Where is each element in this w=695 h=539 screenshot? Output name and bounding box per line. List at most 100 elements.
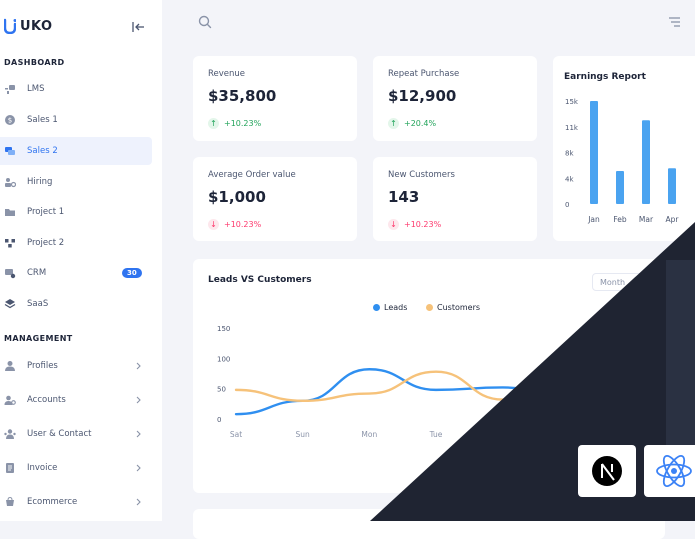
- x-tick-label: Tue: [429, 430, 443, 439]
- layers-icon: [4, 299, 16, 309]
- sidebar-item-project-1[interactable]: Project 1: [0, 198, 152, 226]
- bar[interactable]: [668, 168, 676, 204]
- person-icon: [5, 361, 15, 371]
- arrow-down-icon: ↓: [388, 219, 399, 230]
- svg-text:$: $: [8, 117, 12, 125]
- stat-change-value: +10.23%: [224, 119, 262, 128]
- chevron-right-icon: [136, 498, 141, 506]
- sidebar-item-label: SaaS: [27, 299, 49, 309]
- stat-value: $12,900: [388, 87, 457, 105]
- y-tick-label: 50: [217, 386, 226, 394]
- sidebar-item-saas[interactable]: SaaS: [0, 290, 152, 318]
- stat-title: Average Order value: [208, 170, 296, 180]
- crm-icon: [5, 269, 16, 279]
- accounts-icon: [4, 395, 16, 405]
- stat-title: Repeat Purchase: [388, 69, 460, 79]
- sidebar-item-project-2[interactable]: Project 2: [0, 229, 152, 257]
- collapse-sidebar-icon[interactable]: [130, 19, 146, 35]
- sidebar-item-sales-2[interactable]: Sales 2: [0, 137, 152, 165]
- stat-change: ↓ +10.23%: [208, 219, 261, 230]
- sidebar-item-label: Invoice: [27, 463, 58, 473]
- react-logo-tile: [644, 445, 695, 497]
- contact-icon: [4, 429, 16, 439]
- sidebar-item-lms[interactable]: LMS: [0, 75, 152, 103]
- logo[interactable]: UKO: [4, 18, 53, 34]
- earnings-report-card: Earnings Report 15k 11k 8k 4k 0 Jan Feb Mar Apr: [553, 56, 695, 241]
- y-tick-label: 0: [565, 201, 569, 209]
- arrow-up-icon: ↑: [208, 118, 219, 129]
- y-tick-label: 150: [217, 325, 230, 333]
- stat-change: ↑ +20.4%: [388, 118, 436, 129]
- chevron-right-icon: [136, 464, 141, 472]
- hiring-icon: [5, 178, 16, 188]
- sidebar-item-label: User & Contact: [27, 429, 92, 439]
- stat-change: ↑ +10.23%: [208, 118, 261, 129]
- nextjs-logo-tile: [578, 445, 636, 497]
- dollar-icon: $: [5, 115, 15, 125]
- sidebar-item-sales-1[interactable]: $ Sales 1: [0, 106, 152, 134]
- new-customers-card: New Customers 143 ↓ +10.23%: [373, 157, 537, 241]
- stat-change-value: +20.4%: [404, 119, 437, 128]
- sidebar-item-label: CRM: [27, 268, 47, 278]
- earnings-title: Earnings Report: [564, 72, 646, 82]
- series-line-leads: [234, 368, 638, 416]
- sidebar-item-hiring[interactable]: Hiring: [0, 168, 152, 196]
- search-icon[interactable]: [197, 14, 213, 30]
- sidebar-item-label: Sales 2: [27, 146, 58, 156]
- menu-icon[interactable]: [666, 14, 682, 30]
- stat-value: $1,000: [208, 188, 266, 206]
- y-tick-label: 0: [217, 416, 221, 424]
- x-tick-label: Mon: [361, 430, 377, 439]
- project-icon: [5, 239, 15, 248]
- sidebar-item-label: Sales 1: [27, 115, 58, 125]
- sidebar-item-label: Project 1: [27, 207, 65, 217]
- chevron-right-icon: [136, 362, 141, 370]
- sidebar-item-accounts[interactable]: Accounts: [0, 386, 152, 414]
- dashboard-section-header: DASHBOARD: [4, 58, 65, 67]
- bar[interactable]: [616, 171, 624, 204]
- y-tick-label: 15k: [565, 98, 579, 106]
- arrow-down-icon: ↓: [208, 219, 219, 230]
- x-tick-label: Apr: [666, 215, 680, 224]
- sidebar-item-profiles[interactable]: Profiles: [0, 352, 152, 380]
- earnings-bar-chart: 15k 11k 8k 4k 0 Jan Feb Mar Apr: [565, 98, 680, 224]
- y-tick-label: 8k: [565, 150, 574, 158]
- stat-change: ↓ +10.23%: [388, 219, 441, 230]
- repeat-purchase-card: Repeat Purchase $12,900 ↑ +20.4%: [373, 56, 537, 141]
- x-tick-label: Sun: [296, 430, 311, 439]
- bar[interactable]: [590, 101, 598, 204]
- bottom-card: [193, 509, 665, 539]
- sales-icon: [5, 147, 15, 155]
- x-tick-label: Mar: [639, 215, 654, 224]
- sidebar-item-ecommerce[interactable]: Ecommerce: [0, 488, 152, 516]
- bar[interactable]: [642, 120, 650, 204]
- management-section-header: MANAGEMENT: [4, 334, 73, 343]
- react-icon: [656, 455, 692, 487]
- stat-change-value: +10.23%: [224, 220, 262, 229]
- cart-icon: [6, 496, 14, 506]
- stat-value: $35,800: [208, 87, 277, 105]
- sidebar-item-invoice[interactable]: Invoice: [0, 454, 152, 482]
- leads-chart-title: Leads VS Customers: [208, 275, 312, 285]
- sidebar-item-label: Ecommerce: [27, 497, 78, 507]
- arrow-up-icon: ↑: [388, 118, 399, 129]
- x-tick-label: Sat: [230, 430, 242, 439]
- x-tick-label: Fri: [632, 430, 641, 439]
- crm-count-badge: 30: [122, 268, 142, 278]
- x-tick-label: Thu: [561, 430, 576, 439]
- chevron-right-icon: [136, 430, 141, 438]
- stat-title: Revenue: [208, 69, 246, 79]
- sidebar-item-label: LMS: [27, 84, 45, 94]
- lms-icon: [5, 85, 15, 94]
- x-tick-label: Wed: [494, 430, 511, 439]
- sidebar-item-label: Profiles: [27, 361, 58, 371]
- app-name: UKO: [20, 18, 53, 34]
- x-tick-label: Feb: [613, 215, 627, 224]
- sidebar-item-user-contact[interactable]: User & Contact: [0, 420, 152, 448]
- sidebar: UKO DASHBOARD LMS $ Sales 1 Sales 2 Hiri…: [0, 0, 162, 521]
- sidebar-item-label: Project 2: [27, 238, 65, 248]
- sidebar-item-crm[interactable]: CRM 30: [0, 259, 152, 287]
- chevron-right-icon: [136, 396, 141, 404]
- y-tick-label: 4k: [565, 175, 574, 183]
- average-order-card: Average Order value $1,000 ↓ +10.23%: [193, 157, 357, 241]
